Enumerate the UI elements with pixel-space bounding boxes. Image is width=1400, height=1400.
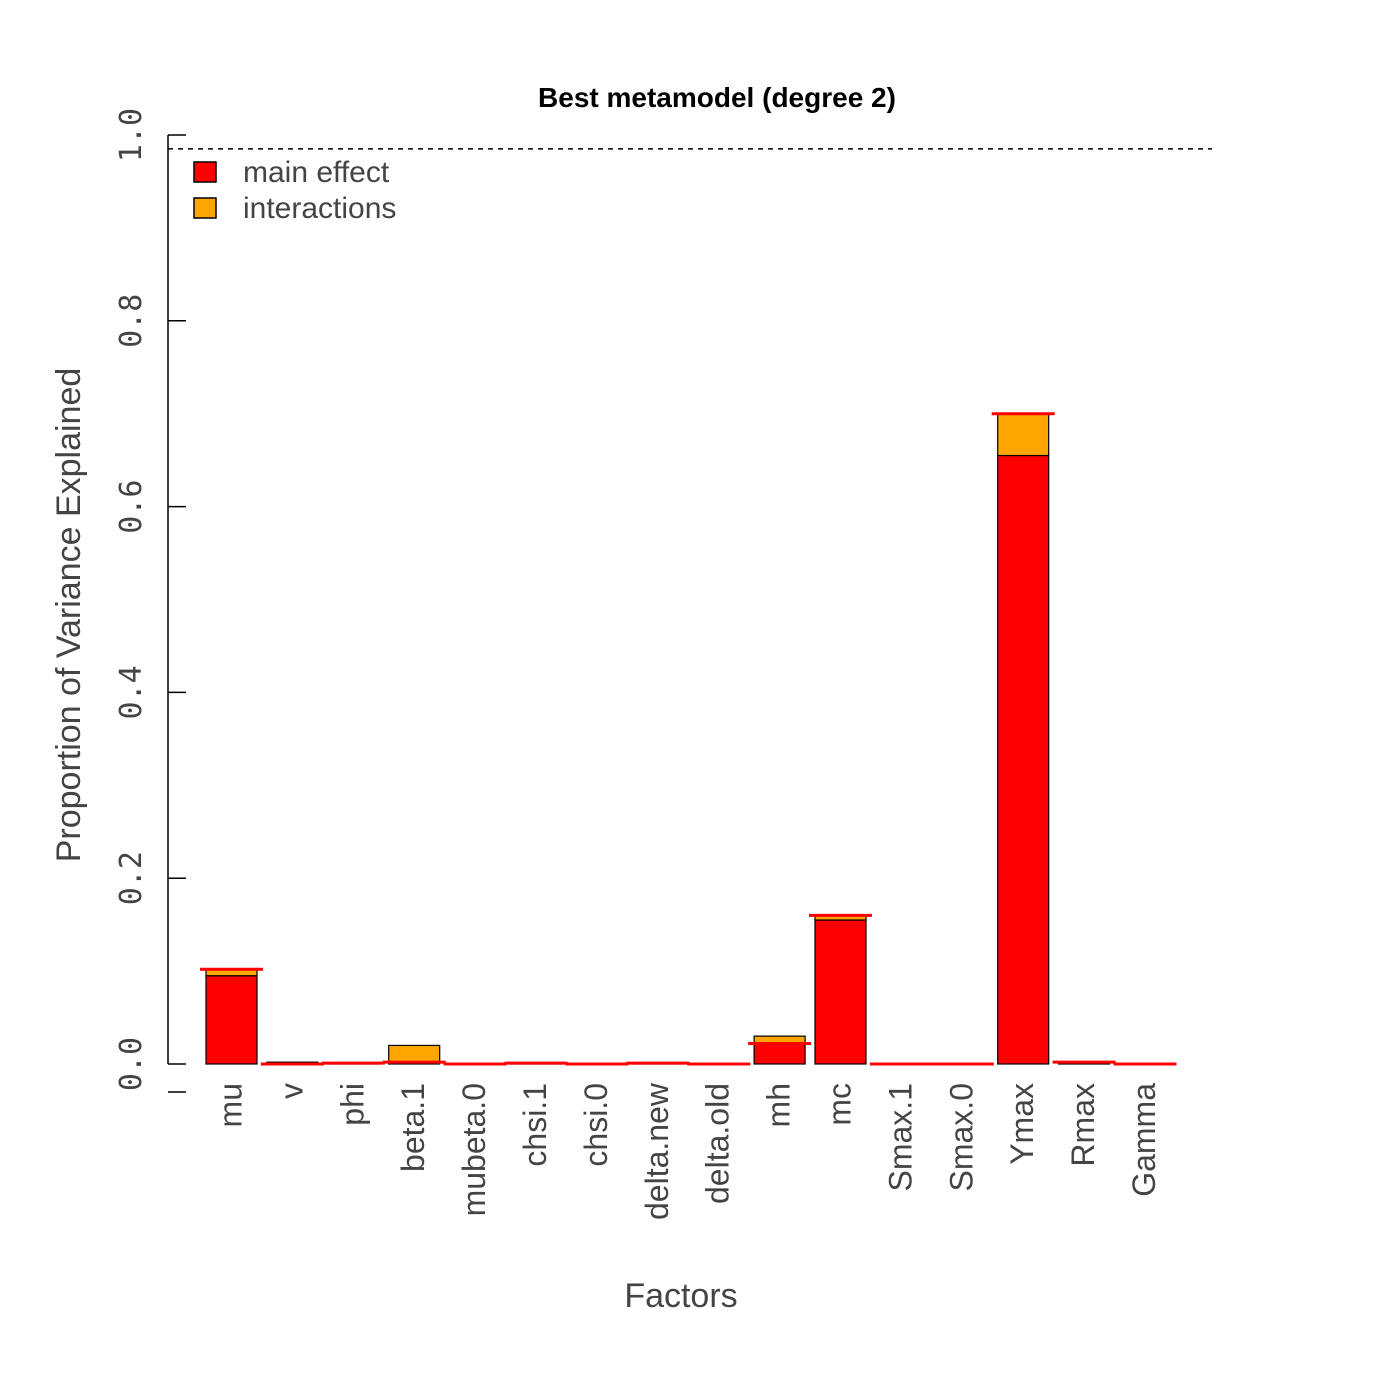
y-axis: 0.0 0.2 0.4 0.6 0.8 1.0 (114, 108, 186, 1093)
bar-interactions-mh (753, 1035, 806, 1044)
bar-main-mc (814, 919, 867, 1065)
y-axis-label: Proportion of Variance Explained (50, 368, 88, 863)
x-tick-label: Rmax (1065, 1083, 1101, 1167)
x-tick-label: mu (213, 1083, 249, 1127)
legend-label: interactions (243, 192, 396, 225)
x-tick-label: mh (761, 1083, 797, 1127)
bar-main-mu (205, 975, 258, 1065)
y-tick-label: 0.2 (114, 851, 149, 905)
x-tick-label: chsi.1 (517, 1083, 553, 1167)
legend-swatch-interactions (193, 197, 217, 219)
y-tick-label: 0.0 (114, 1037, 149, 1091)
x-tick-label: beta.1 (395, 1083, 431, 1172)
bar-main-mh (753, 1042, 806, 1065)
bar-interactions-Ymax (997, 413, 1050, 457)
bars (205, 413, 1111, 1065)
x-tick-label: chsi.0 (578, 1083, 614, 1167)
y-tick-label: 0.6 (114, 480, 149, 534)
bar-main-Ymax (997, 454, 1050, 1065)
x-tick-label: mubeta.0 (456, 1083, 492, 1216)
x-tick-label: phi (334, 1083, 370, 1126)
total-markers (200, 412, 1177, 1066)
chart-title: Best metamodel (degree 2) (538, 82, 896, 113)
x-tick-label: mc (822, 1083, 858, 1126)
x-tick-label: Gamma (1126, 1083, 1162, 1197)
x-axis-label: Factors (624, 1277, 737, 1315)
x-tick-label: Smax.0 (943, 1083, 979, 1191)
x-tick-label: Ymax (1004, 1083, 1040, 1165)
legend-label: main effect (243, 156, 390, 189)
x-tick-label: v (273, 1083, 309, 1099)
y-tick-label: 0.8 (114, 294, 149, 348)
y-tick-label: 1.0 (114, 108, 149, 162)
x-tick-label: delta.new (639, 1082, 675, 1220)
x-tick-label: Smax.1 (882, 1083, 918, 1191)
category-labels: mu v phi beta.1 mubeta.0 chsi.1 chsi.0 delta.ne… (213, 1082, 1163, 1220)
legend-swatch-main-effect (193, 161, 217, 183)
y-tick-label: 0.4 (114, 665, 149, 719)
bar-interactions-beta.1 (388, 1044, 441, 1063)
x-tick-label: delta.old (700, 1083, 736, 1204)
